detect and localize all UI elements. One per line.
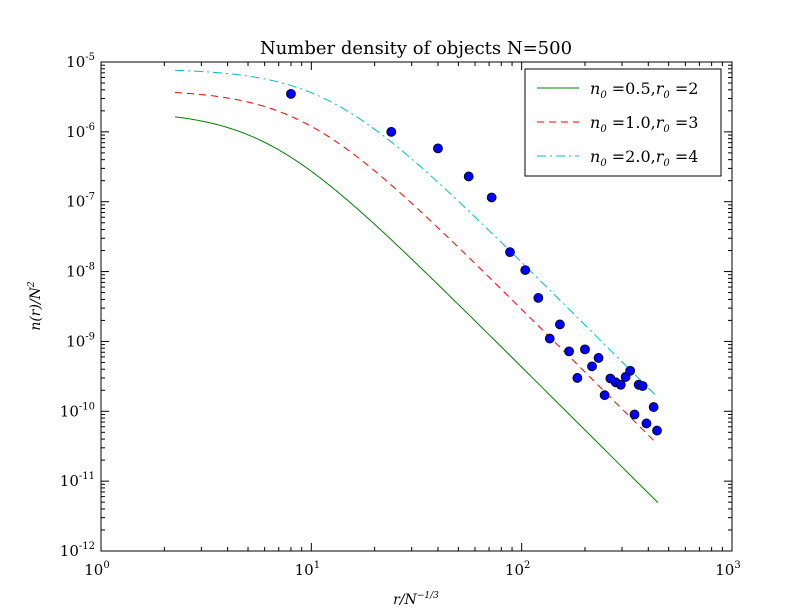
scatter-point [286, 88, 296, 99]
scatter-point [629, 409, 640, 420]
scatter-point [386, 126, 397, 137]
legend-label-2: n0 =1.0,r0 =3 [590, 113, 698, 135]
y-tick-label: 10-10 [60, 401, 95, 420]
scatter-point [580, 344, 590, 355]
scatter-point [625, 365, 636, 376]
scatter-point [533, 292, 544, 303]
legend-label-1: n0 =0.5,r0 =2 [590, 79, 698, 101]
x-tick-label: 103 [715, 560, 740, 579]
scatter-point [564, 346, 574, 357]
y-tick-label: 10-6 [66, 122, 95, 141]
y-axis-label: n(r)/N2 [27, 281, 44, 331]
plot-area [175, 69, 662, 504]
y-tick-label: 10-9 [66, 331, 95, 350]
legend-box [524, 68, 722, 177]
chart-title: Number density of objects N=500 [260, 38, 572, 59]
scatter-point [641, 418, 652, 429]
series-line-3 [175, 69, 658, 397]
scatter-point [587, 361, 597, 372]
x-tick-label: 100 [84, 560, 109, 579]
scatter-point [486, 192, 497, 203]
y-tick-label: 10-7 [66, 192, 95, 211]
legend: n0 =0.5,r0 =2 n0 =1.0,r0 =3 n0 =2.0,r0 =4 [524, 68, 722, 177]
y-tick-label: 10-5 [66, 52, 95, 71]
scatter-point [593, 353, 604, 363]
scatter-point [463, 171, 474, 182]
series-line-2 [175, 92, 658, 445]
x-tick-label: 102 [505, 560, 530, 579]
scatter-point [555, 319, 565, 330]
series-layer [175, 69, 659, 504]
y-tick-label: 10-11 [60, 471, 95, 490]
scatter-point [520, 265, 531, 275]
scatter-point [433, 143, 443, 154]
scatter-point [652, 425, 662, 436]
ticks-layer: 100 101 102 103 10-12 10-11 10-10 10-9 10-8 10-7 1… [60, 52, 741, 579]
series-line-1 [175, 116, 659, 504]
y-tick-label: 10-12 [60, 541, 95, 560]
scatter-point [572, 373, 583, 383]
legend-label-3: n0 =2.0,r0 =4 [590, 147, 698, 169]
scatter-point [544, 333, 555, 344]
scatter-point [648, 402, 659, 412]
scatter-point [505, 247, 515, 258]
scatter-point [615, 379, 626, 390]
scatter-point [637, 381, 648, 391]
legend-entries: n0 =0.5,r0 =2 n0 =1.0,r0 =3 n0 =2.0,r0 =4 [537, 79, 698, 169]
scatter-layer [286, 88, 662, 436]
x-tick-label: 101 [295, 560, 320, 579]
y-tick-label: 10-8 [66, 262, 95, 281]
plot-frame [100, 61, 733, 552]
scatter-point [599, 390, 610, 401]
